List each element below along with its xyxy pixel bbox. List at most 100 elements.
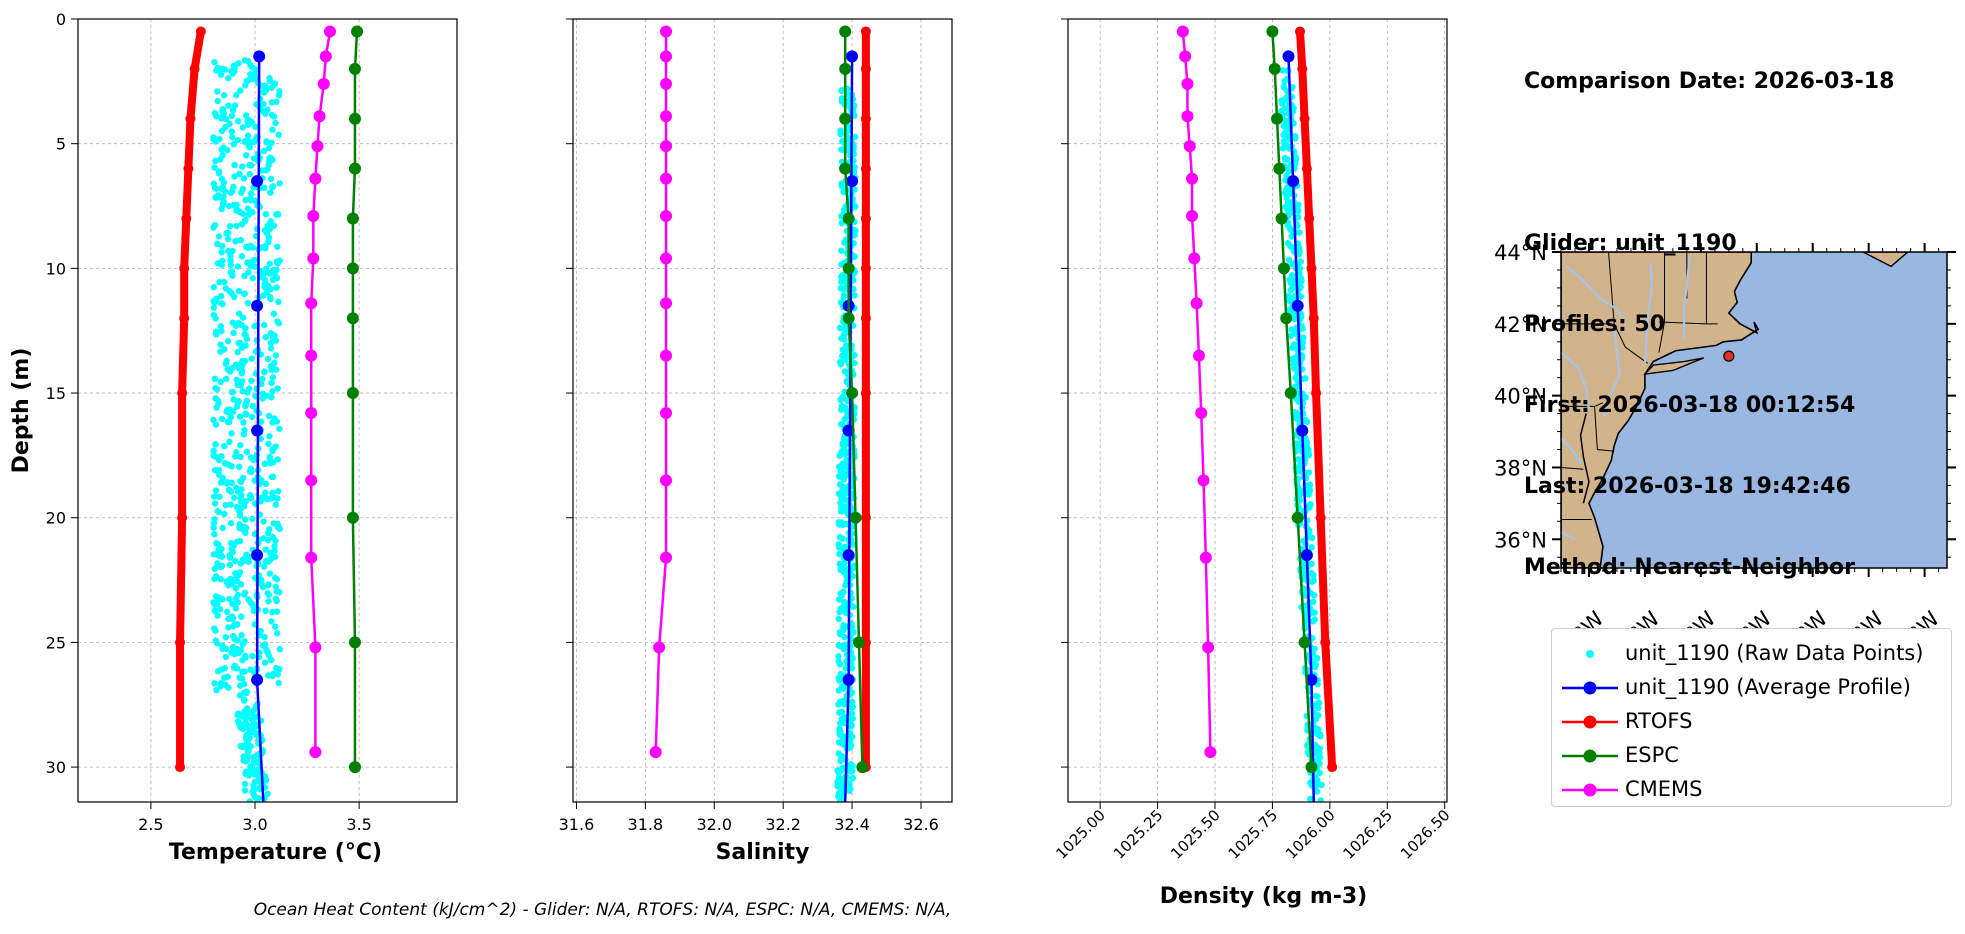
raw-data-point: [1311, 592, 1318, 599]
raw-data-point: [217, 576, 224, 583]
raw-data-point: [250, 753, 258, 760]
raw-data-point: [223, 480, 231, 487]
raw-data-point: [242, 112, 250, 119]
raw-data-point: [227, 252, 234, 260]
series-point-cmems: [309, 172, 322, 185]
raw-data-point: [233, 222, 240, 230]
raw-data-point: [212, 573, 220, 580]
raw-data-point: [262, 607, 269, 614]
series-point-average: [251, 299, 264, 312]
raw-data-point: [212, 328, 220, 335]
raw-data-point: [848, 710, 856, 717]
map-land-nova-scotia: [1862, 252, 1909, 268]
raw-data-point: [214, 612, 221, 619]
series-point-average: [842, 549, 855, 562]
raw-data-point: [851, 292, 858, 299]
series-point-espc: [348, 112, 361, 125]
raw-data-point: [233, 503, 240, 511]
raw-data-point: [258, 267, 265, 275]
raw-data-point: [244, 57, 252, 65]
raw-data-point: [266, 570, 274, 577]
raw-data-point: [1307, 779, 1314, 786]
raw-data-point: [1315, 704, 1322, 712]
map-lat-label: 38°N: [1494, 456, 1547, 480]
raw-data-point: [1290, 361, 1297, 368]
raw-data-point: [264, 529, 272, 537]
raw-data-point: [248, 413, 256, 421]
raw-data-point: [840, 476, 848, 483]
raw-data-point: [239, 388, 246, 395]
raw-data-point: [271, 542, 278, 550]
raw-data-point: [257, 418, 265, 425]
raw-data-point: [241, 591, 248, 598]
series-point-cmems: [305, 406, 318, 419]
raw-data-point: [239, 668, 246, 676]
raw-data-point: [229, 70, 237, 77]
raw-data-point: [264, 106, 271, 113]
series-point-espc: [1291, 511, 1304, 524]
raw-data-point: [838, 247, 845, 254]
raw-data-point: [274, 671, 281, 678]
series-point-cmems: [307, 252, 320, 265]
raw-data-point: [264, 590, 271, 597]
raw-data-point: [210, 284, 217, 291]
xtick-label: 1025.75: [1225, 806, 1282, 863]
raw-data-point: [211, 625, 218, 632]
raw-data-point: [242, 216, 249, 224]
raw-data-point: [275, 488, 282, 495]
raw-data-point: [839, 741, 847, 748]
ytick-label: 30: [46, 758, 66, 777]
raw-data-point: [259, 642, 267, 649]
series-point-espc: [856, 761, 869, 774]
legend-item-average: unit_1190 (Average Profile): [1552, 671, 1951, 705]
raw-data-point: [228, 479, 236, 487]
raw-data-point: [1286, 276, 1293, 283]
series-point-average: [1296, 424, 1309, 437]
series-point-rtofs: [860, 213, 871, 224]
raw-data-point: [230, 396, 237, 403]
series-point-rtofs: [1320, 637, 1331, 648]
series-point-espc: [1275, 212, 1288, 225]
comparison-info-block: Comparison Date: 2026-03-18 Glider: unit…: [1524, 14, 1894, 608]
raw-data-point: [220, 92, 228, 99]
series-point-rtofs: [185, 113, 196, 124]
series-point-espc: [348, 761, 361, 774]
map-river: [1682, 255, 1691, 339]
raw-data-point: [836, 550, 843, 558]
raw-data-point: [273, 588, 280, 595]
raw-data-point: [223, 357, 230, 364]
raw-data-point: [215, 456, 223, 464]
raw-data-point: [262, 489, 269, 496]
series-point-cmems: [653, 641, 666, 654]
raw-data-point: [210, 452, 217, 459]
series-point-cmems: [1188, 252, 1201, 265]
raw-data-point: [839, 463, 847, 471]
series-point-espc: [1305, 761, 1318, 774]
series-point-espc: [348, 162, 361, 175]
raw-data-point: [211, 299, 219, 306]
raw-data-point: [244, 118, 251, 125]
series-point-rtofs: [1299, 113, 1310, 124]
series-point-espc: [842, 212, 855, 225]
raw-data-point: [222, 681, 229, 688]
raw-data-point: [215, 233, 223, 240]
raw-data-point: [237, 441, 244, 449]
raw-data-point: [274, 495, 281, 502]
raw-data-point: [264, 536, 272, 544]
profiles-count-text: Profiles: 50: [1524, 312, 1666, 337]
series-point-cmems: [323, 25, 336, 38]
raw-data-point: [229, 408, 237, 415]
series-point-cmems: [305, 474, 318, 487]
raw-data-point: [211, 516, 218, 523]
series-point-espc: [1298, 636, 1311, 649]
raw-data-point: [240, 419, 247, 426]
raw-data-point: [246, 725, 253, 733]
raw-data-point: [211, 500, 219, 507]
raw-data-point: [211, 375, 219, 383]
raw-data-point: [210, 524, 217, 531]
raw-data-point: [227, 488, 235, 495]
series-point-cmems: [660, 349, 673, 362]
raw-data-point: [1282, 128, 1290, 135]
raw-data-point: [850, 564, 857, 572]
series-point-cmems: [1181, 110, 1194, 123]
